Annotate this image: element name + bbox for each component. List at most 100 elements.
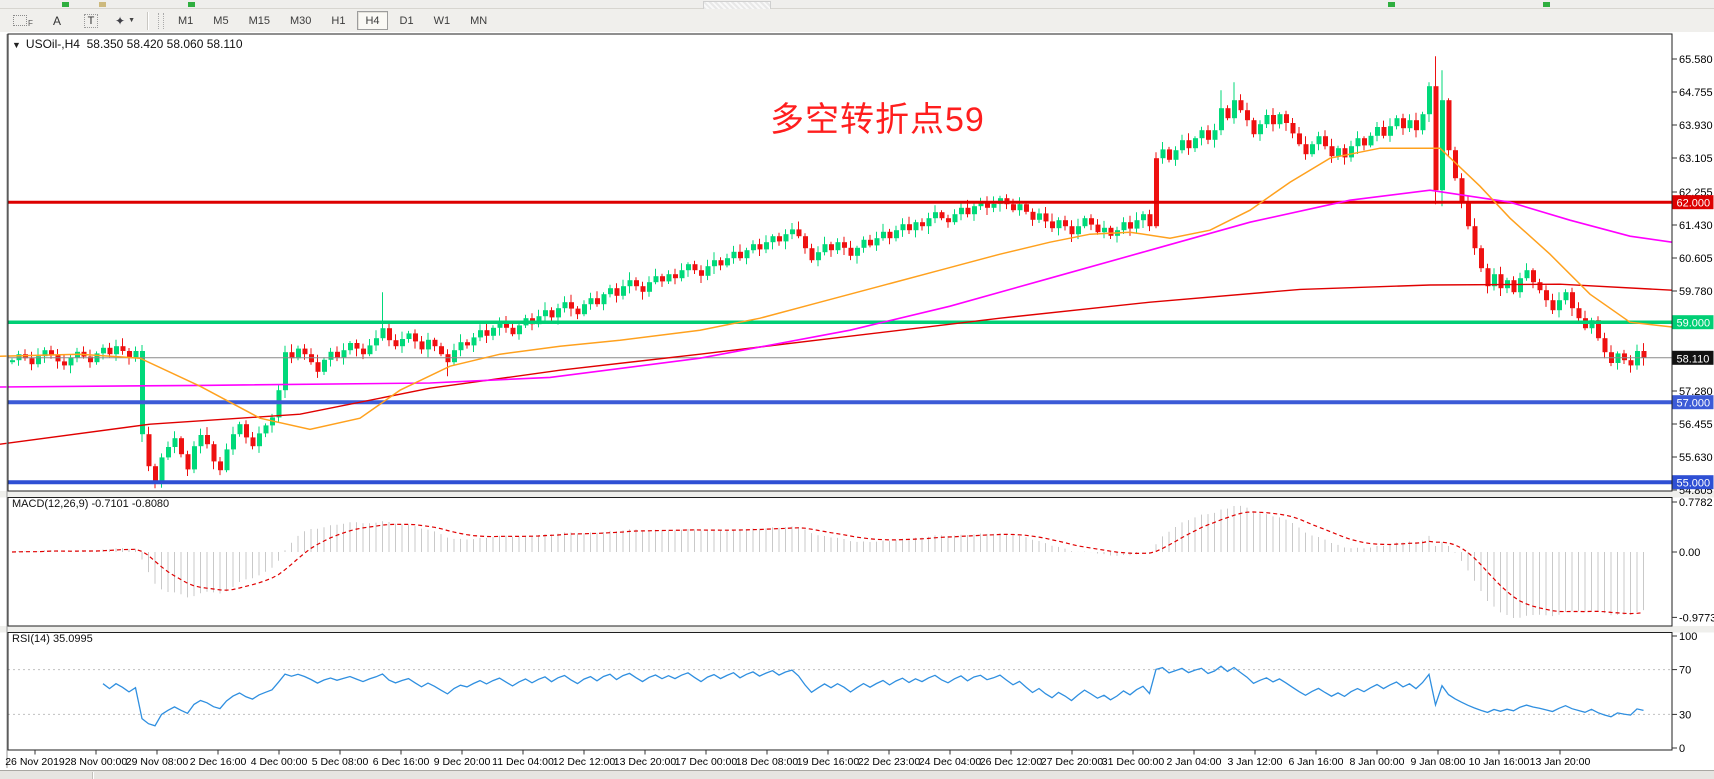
timeframe-w1-button[interactable]: W1 <box>433 14 451 27</box>
time-axis-label: 27 Dec 20:00 <box>1041 756 1104 768</box>
time-axis-label: 26 Dec 12:00 <box>980 756 1043 768</box>
macd-axis-label: 0.00 <box>1679 547 1700 559</box>
price-line-label-box <box>1672 475 1714 490</box>
rsi-axis-label: 70 <box>1679 665 1691 677</box>
chart-text-annotation[interactable]: 多空转折点59 <box>770 101 985 139</box>
toolbar-sliver-speck <box>1543 2 1550 7</box>
price-line-label-box <box>1672 350 1714 365</box>
timeframe-h1-button[interactable]: H1 <box>331 14 346 27</box>
time-axis-label: 3 Jan 12:00 <box>1228 756 1283 768</box>
chart-canvas[interactable]: 65.58064.75563.93063.10562.25561.43060.6… <box>0 32 1714 770</box>
price-tick-label: 57.280 <box>1679 386 1713 398</box>
rsi-value: 35.0995 <box>52 633 93 645</box>
price-tick-label: 56.455 <box>1679 419 1713 431</box>
toolbar-sliver-speck <box>62 2 69 7</box>
time-axis-label: 5 Dec 08:00 <box>312 756 369 768</box>
collapse-chart-icon[interactable]: ▼ <box>12 40 21 50</box>
ma-magenta-line <box>0 189 1673 388</box>
toolbar-sliver-speck <box>99 2 106 7</box>
price-tick-label: 63.105 <box>1679 153 1713 165</box>
timeframe-h4-button[interactable]: H4 <box>357 11 388 30</box>
panel-separator <box>0 626 1714 633</box>
time-axis-label: 13 Dec 20:00 <box>614 756 677 768</box>
price-tick-label: 61.430 <box>1679 220 1713 232</box>
grid-icon <box>13 15 28 26</box>
time-axis-label: 19 Dec 16:00 <box>797 756 860 768</box>
timeframe-d1-button[interactable]: D1 <box>399 14 414 27</box>
drawing-tools-group: F A T ✦ ▼ <box>6 11 142 31</box>
chart-window[interactable]: 65.580 64.755 63.930 63.105 62.255 61.430 60.6… <box>0 32 1714 770</box>
price-tick-label: 59.780 <box>1679 286 1713 298</box>
macd-indicator-label: MACD(12,26,9) -0.7101 -0.8080 <box>12 498 170 510</box>
ma-red-line <box>0 283 1673 445</box>
macd-histogram <box>18 505 1644 618</box>
timeframe-m1-button[interactable]: M1 <box>178 14 194 27</box>
cursor-arrow-tool-button[interactable]: A <box>52 13 61 28</box>
shapes-tool-button[interactable]: ✦ ▼ <box>110 11 140 31</box>
main-panel-frame <box>7 33 1673 492</box>
price-tick-label: 60.605 <box>1679 253 1713 265</box>
macd-main-value: -0.7101 <box>91 498 129 510</box>
macd-axis-label: -0.9773 <box>1679 612 1714 624</box>
macd-panel-frame <box>7 497 1673 627</box>
price-line-label-box <box>1672 195 1714 210</box>
time-axis-label: 2 Dec 16:00 <box>190 756 247 768</box>
timeframe-m15-button[interactable]: M15 <box>248 14 270 27</box>
time-axis-label: 18 Dec 08:00 <box>736 756 799 768</box>
rsi-axis-label: 30 <box>1679 709 1691 721</box>
price-axis: 65.58064.75563.93063.10562.25561.43060.6… <box>1672 54 1714 755</box>
time-axis-label: 6 Jan 16:00 <box>1289 756 1344 768</box>
price-box-label: 57.000 <box>1677 398 1711 410</box>
text-label-tool-button[interactable]: T <box>76 11 106 31</box>
time-axis-label: 2 Jan 04:00 <box>1167 756 1222 768</box>
rsi-level-lines <box>8 669 1672 715</box>
shapes-icon: ✦ <box>115 13 126 28</box>
timeframe-m30-button[interactable]: M30 <box>289 14 312 27</box>
macd-signal-value: -0.8080 <box>131 498 170 510</box>
time-axis-label: 8 Jan 00:00 <box>1350 756 1405 768</box>
rsi-line <box>102 665 1644 727</box>
timeframe-mn-button[interactable]: MN <box>470 14 488 27</box>
price-tick-label: 63.930 <box>1679 120 1713 132</box>
forex-grid-tool-button[interactable]: F <box>8 11 38 31</box>
macd-axis-label: 0.7782 <box>1679 497 1713 509</box>
ma-orange-line <box>0 147 1673 431</box>
chart-toolbar: F A T ✦ ▼ M1 M5 M15 M30 H1 H4 D1 W1 MN <box>0 9 1714 33</box>
price-line-label-box <box>1672 395 1714 410</box>
price-tick-label: 64.755 <box>1679 87 1713 99</box>
price-box-label: 58.110 <box>1677 353 1710 365</box>
time-axis-label: 29 Nov 08:00 <box>126 756 189 768</box>
time-axis-label: 10 Jan 16:00 <box>1469 756 1530 768</box>
panel-separator <box>0 491 1714 498</box>
status-bar-sliver <box>0 770 1714 779</box>
timeframe-m5-button[interactable]: M5 <box>213 14 229 27</box>
rsi-panel-frame <box>7 632 1673 751</box>
rsi-indicator-label: RSI(14) 35.0995 <box>12 633 93 645</box>
time-axis-label: 9 Jan 08:00 <box>1411 756 1466 768</box>
chart-ohlc-values: 58.350 58.420 58.060 58.110 <box>86 37 243 51</box>
time-axis-label: 9 Dec 20:00 <box>434 756 491 768</box>
price-line-label-box <box>1672 315 1714 330</box>
toolbar-sliver-speck <box>188 2 195 7</box>
rsi-axis-label: 0 <box>1679 743 1685 755</box>
time-axis-label: 26 Nov 2019 <box>5 756 65 768</box>
chevron-down-icon: ▼ <box>128 17 135 24</box>
toolbar-sliver-speck <box>1388 2 1395 7</box>
macd-signal-line <box>11 511 1644 615</box>
status-bar-divider <box>92 772 94 779</box>
time-axis-label: 31 Dec 00:00 <box>1102 756 1165 768</box>
price-tick-label: 65.580 <box>1679 54 1713 66</box>
time-axis-label: 6 Dec 16:00 <box>373 756 430 768</box>
time-axis-label: 28 Nov 00:00 <box>65 756 128 768</box>
time-axis-label: 24 Dec 04:00 <box>919 756 982 768</box>
toolbar-drag-handle[interactable] <box>158 12 164 29</box>
price-level-lines <box>8 200 1672 485</box>
price-tick-label: 55.630 <box>1679 452 1713 464</box>
timeframe-group: M1 M5 M15 M30 H1 H4 D1 W1 MN <box>168 11 497 30</box>
top-toolbar-sliver <box>0 0 1714 10</box>
time-axis-label: 17 Dec 00:00 <box>675 756 738 768</box>
rsi-axis-label: 100 <box>1679 631 1697 643</box>
time-axis-label: 11 Dec 04:00 <box>492 756 554 768</box>
chart-title: ▼ USOil-,H4 58.350 58.420 58.060 58.110 <box>12 37 243 51</box>
